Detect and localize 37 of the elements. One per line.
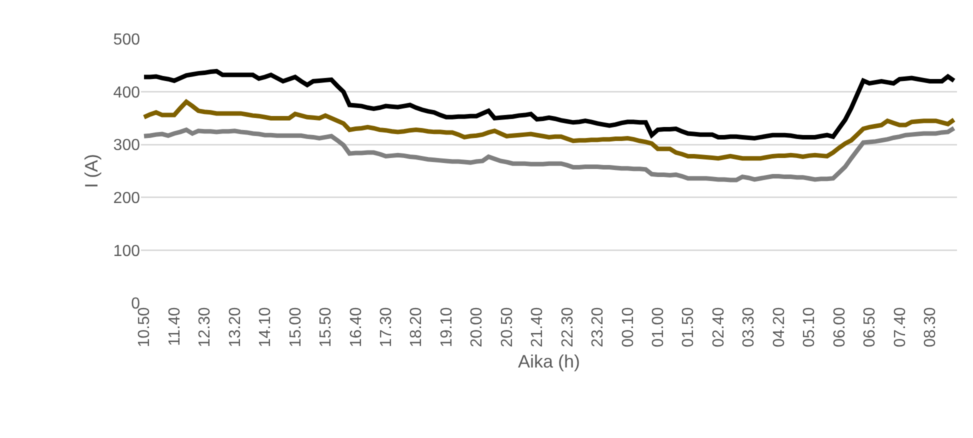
x-tick-label: 20.50: [498, 307, 516, 348]
x-tick-label: 11.40: [166, 307, 184, 346]
x-tick-label: 05.10: [801, 307, 818, 348]
x-tick-label: 04.20: [770, 307, 788, 348]
y-axis-title: I (A): [81, 154, 102, 188]
x-tick-label: 22.30: [559, 307, 576, 348]
x-axis-title: Aika (h): [518, 351, 580, 372]
x-tick-label: 13.20: [226, 307, 244, 348]
y-tick-label: 500: [113, 32, 140, 49]
line-series: [142, 68, 956, 141]
x-tick-label: 18.20: [408, 307, 426, 348]
x-tick-label: 02.40: [710, 307, 728, 348]
x-tick-label: 23.20: [590, 307, 607, 348]
x-tick-label: 00.10: [620, 307, 637, 348]
y-tick-label: 100: [113, 242, 140, 260]
x-tick-label: 10.50: [136, 307, 154, 348]
x-tick-label: 01.50: [680, 307, 698, 348]
x-tick-label: 21.40: [529, 307, 546, 348]
x-tick-label: 07.40: [892, 307, 909, 348]
line-series: [142, 126, 956, 182]
x-tick-label: 15.00: [287, 307, 304, 348]
x-tick-label: 15.50: [318, 307, 335, 348]
y-tick-label: 400: [113, 84, 140, 102]
x-tick-label: 16.40: [348, 307, 365, 348]
x-tick-label: 17.30: [378, 307, 395, 348]
x-tick-label: 01.00: [650, 307, 667, 348]
x-tick-label: 06.50: [862, 307, 879, 348]
x-tick-label: 06.00: [831, 307, 848, 348]
y-tick-label: 200: [113, 190, 140, 207]
x-tick-label: 03.30: [740, 307, 758, 348]
x-tick-label: 12.30: [196, 307, 214, 348]
y-tick-label: 300: [113, 137, 140, 154]
x-tick-label: 20.00: [468, 307, 486, 348]
x-tick-label: 08.30: [922, 307, 939, 348]
x-tick-label: 19.10: [438, 307, 456, 348]
line-series: [142, 100, 956, 161]
x-tick-label: 14.10: [257, 307, 274, 348]
